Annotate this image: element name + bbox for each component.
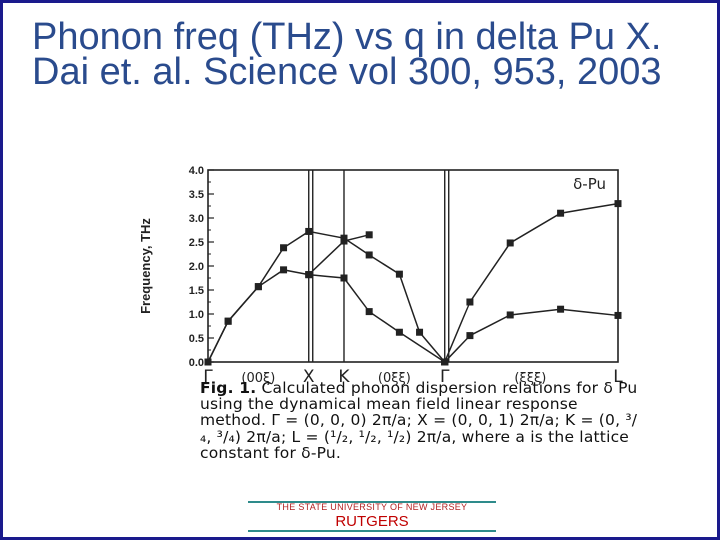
- data-point: [340, 237, 348, 245]
- chart-series: [204, 200, 622, 366]
- symmetry-point-label: Γ: [440, 367, 450, 387]
- data-point: [365, 308, 373, 316]
- y-tick-label: 0.5: [189, 333, 204, 345]
- data-point: [365, 231, 373, 239]
- data-point: [224, 317, 232, 325]
- direction-label: (ξξξ): [514, 371, 546, 386]
- y-tick-label: 2.5: [189, 237, 204, 249]
- data-point: [557, 305, 565, 313]
- data-point: [614, 311, 622, 319]
- caption-figure-number: Fig. 1.: [200, 379, 257, 397]
- footer-university: THE STATE UNIVERSITY OF NEW JERSEY: [276, 502, 468, 512]
- data-point: [204, 358, 212, 366]
- symmetry-point-label: Γ: [203, 367, 213, 387]
- plot-frame: [207, 169, 619, 363]
- y-tick-label: 0.0: [189, 357, 204, 369]
- data-point: [254, 283, 262, 291]
- y-tick-label: 3.5: [189, 189, 204, 201]
- data-point: [506, 239, 514, 247]
- data-point: [614, 200, 622, 208]
- data-point: [305, 227, 313, 235]
- data-point: [557, 209, 565, 217]
- footer-top-rule: [248, 501, 496, 503]
- symmetry-point-label: L: [613, 367, 623, 387]
- footer-brand: RUTGERS: [335, 513, 409, 530]
- y-tick-label: 2.0: [189, 261, 204, 273]
- data-point: [365, 251, 373, 259]
- direction-label: (0ξξ): [378, 371, 411, 386]
- symmetry-point-label: X: [303, 367, 315, 387]
- y-tick-label: 3.0: [189, 213, 204, 225]
- data-point: [466, 298, 474, 306]
- symmetry-point-label: K: [338, 367, 350, 387]
- data-point: [416, 328, 424, 336]
- data-point: [395, 328, 403, 336]
- data-point: [280, 244, 288, 252]
- figure-caption: Fig. 1. Calculated phonon dispersion rel…: [200, 380, 640, 461]
- data-point: [466, 332, 474, 340]
- phonon-dispersion-chart: 0.0 0.5 1.0 1.5 2.0 2.5 3.0 3.5 4.0 Frequency, TH…: [138, 165, 623, 387]
- data-point: [280, 266, 288, 274]
- data-point: [441, 358, 449, 366]
- chart-axes: [207, 169, 619, 363]
- data-point: [340, 274, 348, 282]
- y-tick-label: 1.0: [189, 309, 204, 321]
- data-point: [395, 270, 403, 278]
- caption-text: Calculated phonon dispersion relations f…: [200, 379, 638, 462]
- data-point: [506, 311, 514, 319]
- y-tick-label: 4.0: [189, 165, 204, 177]
- footer-bottom-rule: [248, 530, 496, 532]
- chart-annotation: δ-Pu: [573, 175, 606, 193]
- slide-title: Phonon freq (THz) vs q in delta Pu X. Da…: [32, 16, 662, 93]
- series-line-1: [207, 230, 446, 363]
- chart-labels: 0.0 0.5 1.0 1.5 2.0 2.5 3.0 3.5 4.0 Frequency, TH…: [138, 165, 623, 387]
- series-line-3: [308, 234, 370, 276]
- direction-label: (00ξ): [241, 371, 275, 386]
- series-line-2: [207, 269, 446, 363]
- data-point: [305, 271, 313, 279]
- y-tick-label: 1.5: [189, 285, 204, 297]
- y-axis-label: Frequency, THz: [138, 218, 153, 314]
